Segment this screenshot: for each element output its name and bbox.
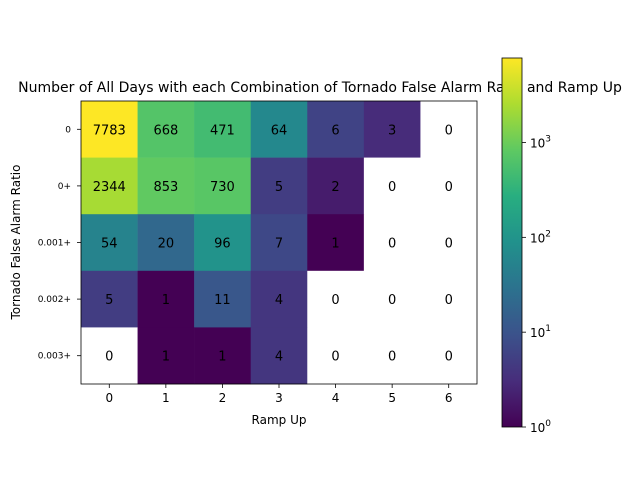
heatmap-cell (307, 327, 365, 385)
y-axis-label: Tornado False Alarm Ratio (9, 165, 23, 321)
heatmap-cell (137, 101, 195, 158)
cell-value-label: 1 (218, 350, 226, 365)
cell-value-label: 1 (162, 293, 170, 308)
cell-value-label: 668 (153, 123, 178, 138)
heatmap-cell (307, 214, 365, 272)
heatmap-cell (250, 327, 308, 385)
cell-value-label: 0 (388, 350, 396, 365)
y-tick-label: 0.001+ (38, 239, 71, 249)
cell-value-label: 20 (158, 237, 175, 252)
cell-value-label: 11 (214, 293, 231, 308)
x-tick-label: 0 (105, 391, 113, 405)
cell-value-label: 64 (271, 123, 288, 138)
heatmap-cell (137, 327, 195, 385)
heatmap-cell (250, 101, 308, 158)
heatmap-cell (420, 270, 478, 328)
heatmap-cell (137, 157, 195, 215)
heatmap-cell (420, 101, 478, 158)
cell-value-label: 1 (162, 350, 170, 365)
colorbar-tick-label: 101 (530, 324, 551, 340)
heatmap-cell (307, 157, 365, 215)
heatmap-cell (194, 327, 252, 385)
heatmap-cell (307, 101, 365, 158)
y-axis-ticks: 0 0+ 0.001+ 0.002+ 0.003+ (38, 125, 81, 362)
heatmap-cell (363, 270, 421, 328)
cell-value-label: 3 (388, 123, 396, 138)
x-tick-label: 4 (332, 391, 340, 405)
cell-value-label: 5 (275, 180, 283, 195)
y-tick-label: 0 (65, 125, 71, 135)
heatmap-cell (194, 101, 252, 158)
cell-value-label: 96 (214, 237, 231, 252)
heatmap-cell (137, 270, 195, 328)
cell-value-label: 853 (153, 180, 178, 195)
cell-value-label: 7 (275, 237, 283, 252)
heatmap-cell (250, 157, 308, 215)
heatmap-cell (194, 157, 252, 215)
heatmap-cell (363, 101, 421, 158)
cell-value-label: 0 (445, 237, 453, 252)
x-axis-label: Ramp Up (252, 413, 307, 427)
colorbar-tick-label: 103 (530, 135, 551, 151)
heatmap-cell (250, 214, 308, 272)
cell-value-label: 5 (105, 293, 113, 308)
heatmap-cell (307, 270, 365, 328)
cell-value-label: 1 (331, 237, 339, 252)
cell-value-label: 6 (331, 123, 339, 138)
cell-value-label: 471 (210, 123, 235, 138)
colorbar-tick-label: 102 (530, 229, 551, 245)
x-tick-label: 3 (275, 391, 283, 405)
cell-value-label: 0 (388, 293, 396, 308)
heatmap-cell (194, 214, 252, 272)
x-tick-label: 6 (445, 391, 453, 405)
x-tick-label: 5 (388, 391, 396, 405)
y-tick-label: 0+ (58, 182, 71, 192)
heatmap-cell (250, 270, 308, 328)
chart-title: Number of All Days with each Combination… (18, 80, 622, 96)
heatmap-cell (81, 101, 138, 158)
heatmap-cell (81, 157, 138, 215)
x-axis-ticks: 0 1 2 3 4 5 6 (105, 384, 453, 405)
cell-value-label: 54 (101, 237, 118, 252)
cell-value-label: 0 (445, 350, 453, 365)
cell-value-label: 0 (445, 293, 453, 308)
cell-value-label: 4 (275, 293, 283, 308)
cell-value-label: 0 (445, 180, 453, 195)
heatmap-cell (363, 157, 421, 215)
heatmap-cells (81, 101, 478, 385)
cell-value-label: 0 (388, 237, 396, 252)
cell-value-label: 0 (445, 123, 453, 138)
heatmap-cell (194, 270, 252, 328)
heatmap-cell (81, 214, 138, 272)
cell-value-label: 2344 (93, 180, 126, 195)
cell-value-label: 7783 (93, 123, 126, 138)
x-tick-label: 1 (162, 391, 170, 405)
y-tick-label: 0.002+ (38, 295, 71, 305)
cell-value-label: 730 (210, 180, 235, 195)
cell-value-label: 0 (388, 180, 396, 195)
colorbar-ticks: 100 101 102 103 (522, 135, 551, 435)
heatmap-cell (81, 270, 138, 328)
colorbar (501, 57, 523, 428)
heatmap-cell (420, 327, 478, 385)
cell-value-label: 0 (331, 350, 339, 365)
cell-value-label: 4 (275, 350, 283, 365)
cell-value-label: 2 (331, 180, 339, 195)
y-tick-label: 0.003+ (38, 352, 71, 362)
heatmap-cell (81, 327, 138, 385)
cell-value-label: 0 (105, 350, 113, 365)
heatmap-cell (420, 157, 478, 215)
cell-value-label: 0 (331, 293, 339, 308)
heatmap-cell (137, 214, 195, 272)
x-tick-label: 2 (219, 391, 227, 405)
heatmap-cell (420, 214, 478, 272)
heatmap-cell (363, 327, 421, 385)
heatmap-cell (363, 214, 421, 272)
colorbar-tick-label: 100 (530, 419, 551, 435)
